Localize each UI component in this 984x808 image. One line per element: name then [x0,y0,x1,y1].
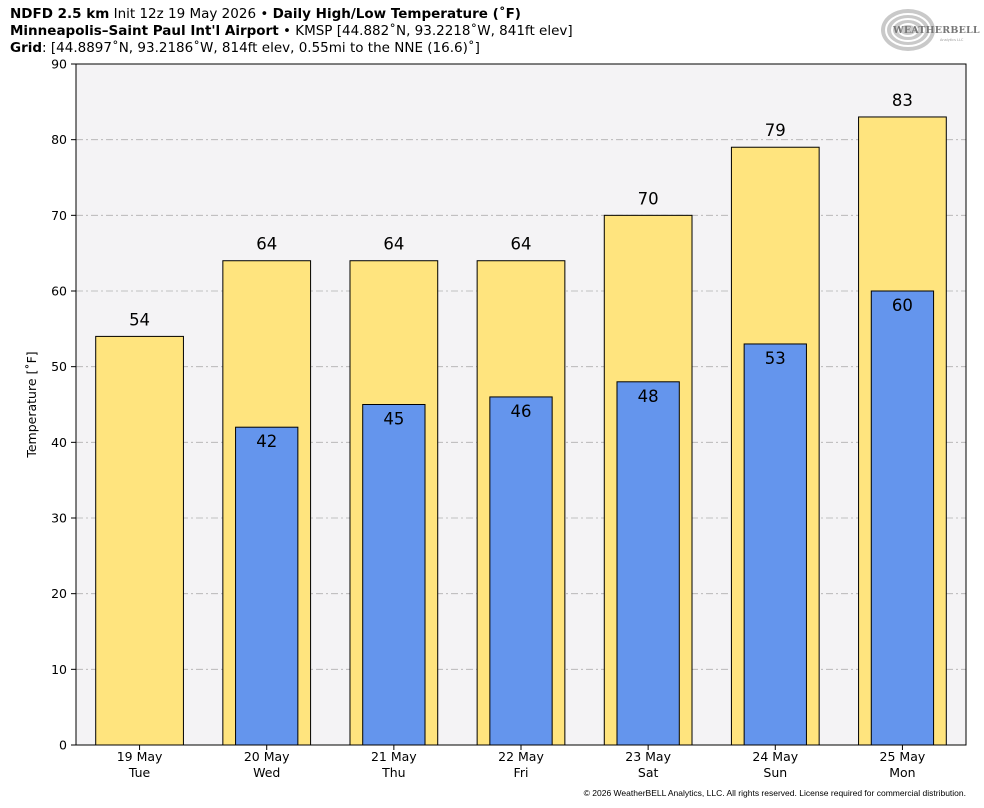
high-temp-label: 64 [511,235,532,254]
logo-text: WEATHERBELL [893,25,980,36]
y-tick-label: 50 [51,359,67,374]
x-tick-label-date: 24 May [752,749,798,764]
y-tick-label: 70 [51,208,67,223]
low-temp-bar [235,426,299,746]
x-tick-label-day: Mon [889,765,915,780]
header-line-2: Minneapolis–Saint Paul Int'l Airport • K… [10,23,573,40]
low-temp-label: 60 [892,296,913,315]
x-tick-label-day: Thu [381,765,405,780]
low-temp-bar [870,290,935,746]
low-temp-label: 53 [765,349,786,368]
low-temp-bar [362,404,426,746]
high-temp-label: 70 [638,189,659,208]
y-tick-label: 90 [51,57,67,72]
low-temp-label: 45 [383,410,404,429]
logo-swirl-icon [881,9,935,51]
x-tick-label-day: Wed [253,765,280,780]
y-tick-label: 80 [51,132,67,147]
y-axis-label: Temperature [˚F] [24,351,39,458]
x-tick-label-day: Sat [638,765,659,780]
plot-frame [75,63,967,746]
x-tick-label-day: Sun [763,765,787,780]
init-time: Init 12z 19 May 2026 • [109,6,273,22]
x-tick-label-day: Fri [514,765,529,780]
header-line-3: Grid: [44.8897˚N, 93.2186˚W, 814ft elev,… [10,40,480,57]
x-tick-label-date: 23 May [625,749,671,764]
logo-subtext: Analytics LLC [940,38,964,42]
y-tick-label: 0 [59,738,67,753]
grid-label: Grid [10,40,43,56]
high-temp-label: 64 [256,235,277,254]
high-temp-label: 79 [765,121,786,140]
x-tick-label-date: 19 May [117,749,163,764]
low-temp-bar [616,381,680,746]
low-temp-label: 42 [256,432,277,451]
product-title: Daily High/Low Temperature (˚F) [272,6,521,22]
high-temp-label: 64 [383,235,404,254]
header-line-1: NDFD 2.5 km Init 12z 19 May 2026 • Daily… [10,6,521,23]
y-tick-label: 60 [51,284,67,299]
weatherbell-logo: WEATHERBELL Analytics LLC [878,6,980,56]
model-name: NDFD 2.5 km [10,6,110,22]
high-temp-label: 54 [129,310,150,329]
y-tick-label: 10 [51,662,67,677]
station-info: • KMSP [44.882˚N, 93.2218˚W, 841ft elev] [278,23,573,39]
low-temp-label: 48 [638,387,659,406]
low-temp-label: 46 [511,402,532,421]
y-tick-label: 20 [51,586,67,601]
low-temp-bar [489,396,553,746]
station-name: Minneapolis–Saint Paul Int'l Airport [10,23,279,39]
high-temp-bar [95,335,184,746]
y-tick-label: 30 [51,511,67,526]
x-tick-label-date: 22 May [498,749,544,764]
copyright-footer: © 2026 WeatherBELL Analytics, LLC. All r… [583,788,966,798]
x-tick-label-date: 25 May [880,749,926,764]
x-tick-label-date: 20 May [244,749,290,764]
y-tick-label: 40 [51,435,67,450]
x-tick-label-day: Tue [128,765,151,780]
low-temp-bar [743,343,807,746]
grid-info: : [44.8897˚N, 93.2186˚W, 814ft elev, 0.5… [42,40,480,56]
high-temp-label: 83 [892,91,913,110]
x-tick-label-date: 21 May [371,749,417,764]
